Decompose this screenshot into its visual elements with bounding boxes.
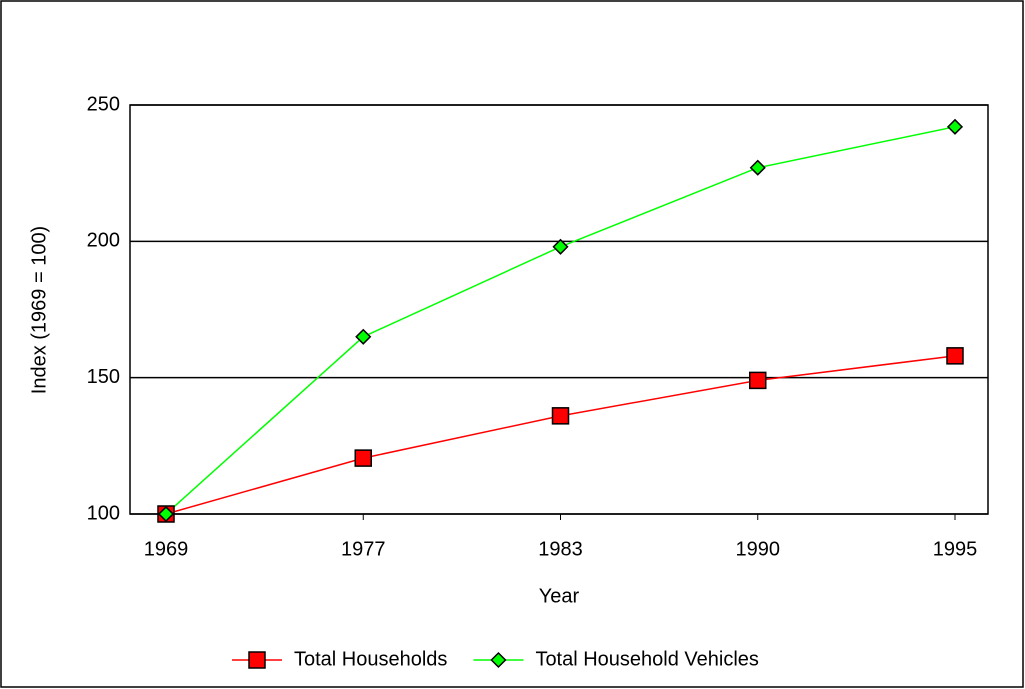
legend-marker [248, 651, 266, 669]
point [946, 118, 964, 135]
y-tick-label: 200 [87, 230, 120, 252]
x-tick-label: 1977 [341, 538, 386, 560]
legend-marker [490, 651, 507, 669]
legend-label: Total Household Vehicles [535, 648, 758, 670]
y-tick-label: 250 [87, 93, 120, 115]
point [355, 328, 372, 345]
y-axis-label: Index (1969 = 100) [28, 226, 50, 394]
plot-area [129, 104, 989, 515]
x-tick-label: 1969 [144, 538, 189, 560]
point [749, 159, 766, 176]
point [749, 371, 767, 390]
x-tick-label: 1983 [538, 538, 583, 560]
point [552, 238, 569, 255]
point [551, 407, 570, 425]
y-tick-label: 150 [87, 366, 120, 388]
point [354, 449, 372, 467]
y-tick-label: 100 [87, 502, 120, 524]
x-tick-label: 1990 [736, 538, 781, 560]
legend-label: Total Households [294, 648, 447, 670]
point [946, 347, 964, 365]
x-tick-label: 1995 [933, 538, 978, 560]
point [157, 505, 175, 523]
x-axis-label: Year [539, 585, 580, 607]
